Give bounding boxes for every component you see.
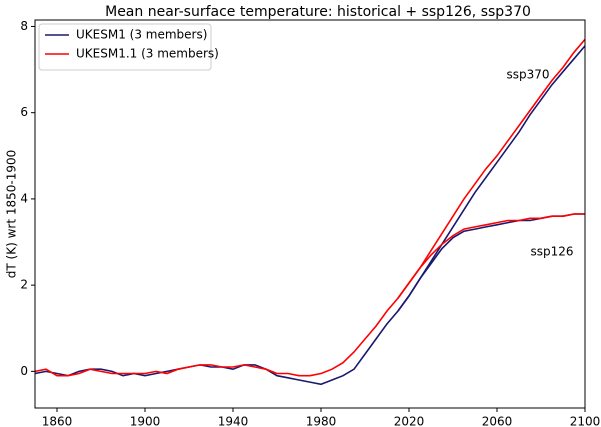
x-tick-label: 1980 (306, 415, 337, 427)
y-tick-label: 4 (20, 191, 28, 205)
legend-box (38, 23, 212, 71)
x-tick-label: 1860 (42, 415, 73, 427)
y-tick-label: 8 (20, 19, 28, 33)
legend-label: UKESM1 (3 members) (76, 28, 207, 42)
y-tick-label: 6 (20, 105, 28, 119)
legend-label: UKESM1.1 (3 members) (76, 47, 219, 61)
x-tick-label: 2060 (482, 415, 513, 427)
x-tick-label: 2100 (570, 415, 601, 427)
series-line (34, 38, 586, 377)
y-tick-label: 0 (20, 364, 28, 378)
annotation: ssp370 (506, 68, 549, 82)
y-axis-label: dT (K) wrt 1850-1900 (5, 150, 19, 278)
y-tick-label: 2 (20, 278, 28, 292)
series-line (397, 213, 585, 312)
x-tick-label: 2020 (394, 415, 425, 427)
x-tick-label: 1900 (130, 415, 161, 427)
plot-frame (34, 19, 586, 409)
annotation: ssp126 (530, 245, 573, 259)
x-tick-label: 1940 (218, 415, 249, 427)
chart-title: Mean near-surface temperature: historica… (105, 4, 531, 20)
series-line (34, 45, 586, 386)
series-line (397, 213, 585, 299)
